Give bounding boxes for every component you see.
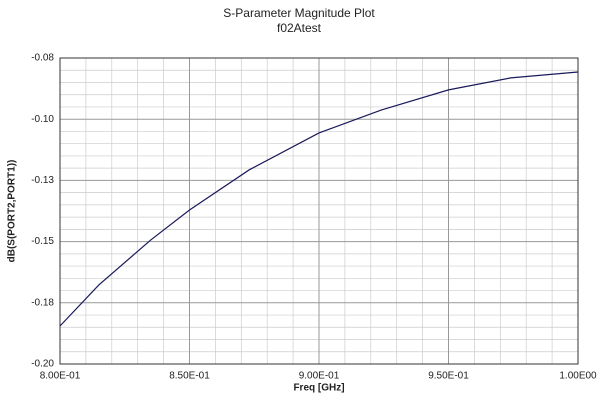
chart-title: S-Parameter Magnitude Plot [223, 6, 375, 20]
x-tick-label: 9.00E-01 [299, 371, 340, 382]
y-tick-label: -0.18 [31, 297, 54, 308]
data-line [59, 71, 579, 327]
y-tick-label: -0.08 [31, 53, 54, 64]
y-tick-label: -0.13 [31, 175, 54, 186]
x-tick-label: 8.50E-01 [169, 371, 210, 382]
x-tick-label: 1.00E00 [559, 371, 597, 382]
y-tick-label: -0.15 [31, 236, 54, 247]
chart-subtitle: f02Atest [277, 21, 322, 35]
x-tick-label: 9.50E-01 [428, 371, 469, 382]
plot-frame [59, 57, 579, 365]
y-tick-label: -0.10 [31, 114, 54, 125]
y-axis-label: dB(S(PORT2,PORT1)) [7, 160, 18, 263]
x-tick-label: 8.00E-01 [40, 371, 81, 382]
y-tick-label: -0.20 [31, 359, 54, 370]
x-axis-label: Freq [GHz] [293, 383, 344, 394]
